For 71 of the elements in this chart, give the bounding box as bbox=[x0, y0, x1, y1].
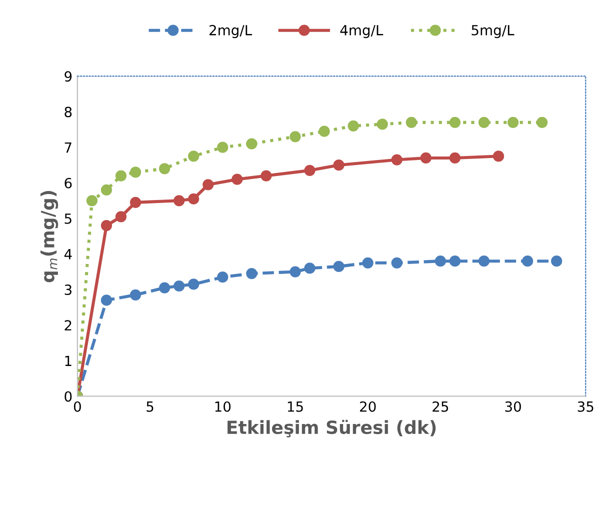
point bbox=[290, 266, 301, 278]
point bbox=[362, 257, 374, 268]
point bbox=[174, 195, 185, 206]
point bbox=[130, 289, 142, 300]
point bbox=[318, 126, 330, 137]
x-tick-label: 15 bbox=[288, 402, 303, 412]
point bbox=[202, 179, 214, 190]
y-tick-label: 1 bbox=[65, 356, 72, 366]
point bbox=[507, 116, 519, 128]
point bbox=[376, 118, 388, 130]
x-tick-label: 5 bbox=[146, 402, 154, 412]
x-tick-label: 35 bbox=[578, 401, 594, 412]
point bbox=[86, 195, 98, 206]
y-tick-label: 7 bbox=[64, 142, 72, 153]
point bbox=[290, 131, 301, 142]
x-tick-label: 20 bbox=[360, 401, 376, 412]
point bbox=[449, 152, 461, 164]
point bbox=[420, 152, 432, 164]
y-tick-label: 4 bbox=[64, 249, 72, 260]
point bbox=[130, 166, 142, 178]
point bbox=[115, 211, 127, 222]
point bbox=[478, 116, 490, 128]
legend-label: 5mg/L bbox=[472, 25, 514, 38]
point bbox=[188, 193, 200, 204]
point bbox=[130, 196, 142, 208]
point bbox=[159, 282, 170, 294]
y-tick-label: 0 bbox=[64, 391, 72, 402]
y-tick-label: 2 bbox=[64, 320, 72, 330]
point bbox=[159, 163, 170, 174]
y-tick-label: 8 bbox=[64, 106, 72, 118]
point bbox=[100, 220, 112, 232]
x-tick-label: 25 bbox=[432, 401, 448, 412]
legend-label: 2mg/L bbox=[210, 24, 252, 38]
point bbox=[115, 170, 127, 182]
y-tick-label: 5 bbox=[64, 214, 72, 224]
point bbox=[217, 272, 228, 283]
y-tick-label: 6 bbox=[64, 178, 72, 188]
point bbox=[304, 164, 316, 176]
y-tick-label: 3 bbox=[64, 284, 72, 296]
point bbox=[449, 116, 461, 128]
point bbox=[174, 280, 185, 292]
point bbox=[232, 174, 243, 185]
point bbox=[100, 294, 112, 306]
point bbox=[100, 184, 112, 196]
y-tick-label: 9 bbox=[64, 71, 72, 82]
point bbox=[536, 116, 548, 128]
point bbox=[391, 257, 402, 268]
x-tick-label: 30 bbox=[505, 401, 521, 412]
point bbox=[391, 154, 402, 166]
point bbox=[478, 256, 490, 267]
point bbox=[551, 256, 562, 267]
y-axis-title: q$_{m}$(mg/g) bbox=[40, 190, 58, 282]
point bbox=[246, 268, 258, 280]
point bbox=[260, 170, 272, 182]
point bbox=[188, 150, 200, 162]
point bbox=[217, 142, 228, 153]
point bbox=[449, 256, 461, 267]
legend-label: 4mg/L bbox=[340, 25, 384, 38]
point bbox=[522, 256, 534, 267]
point bbox=[492, 150, 504, 162]
x-axis-title: Etkileşim Süresi (dk) bbox=[228, 420, 436, 438]
point bbox=[333, 160, 344, 171]
point bbox=[333, 260, 344, 272]
point bbox=[348, 120, 359, 132]
point bbox=[188, 278, 200, 290]
point bbox=[246, 138, 258, 150]
point bbox=[406, 116, 417, 128]
point bbox=[434, 256, 446, 267]
point bbox=[304, 262, 316, 274]
x-tick-label: 10 bbox=[215, 401, 231, 412]
x-tick-label: 0 bbox=[74, 401, 81, 412]
